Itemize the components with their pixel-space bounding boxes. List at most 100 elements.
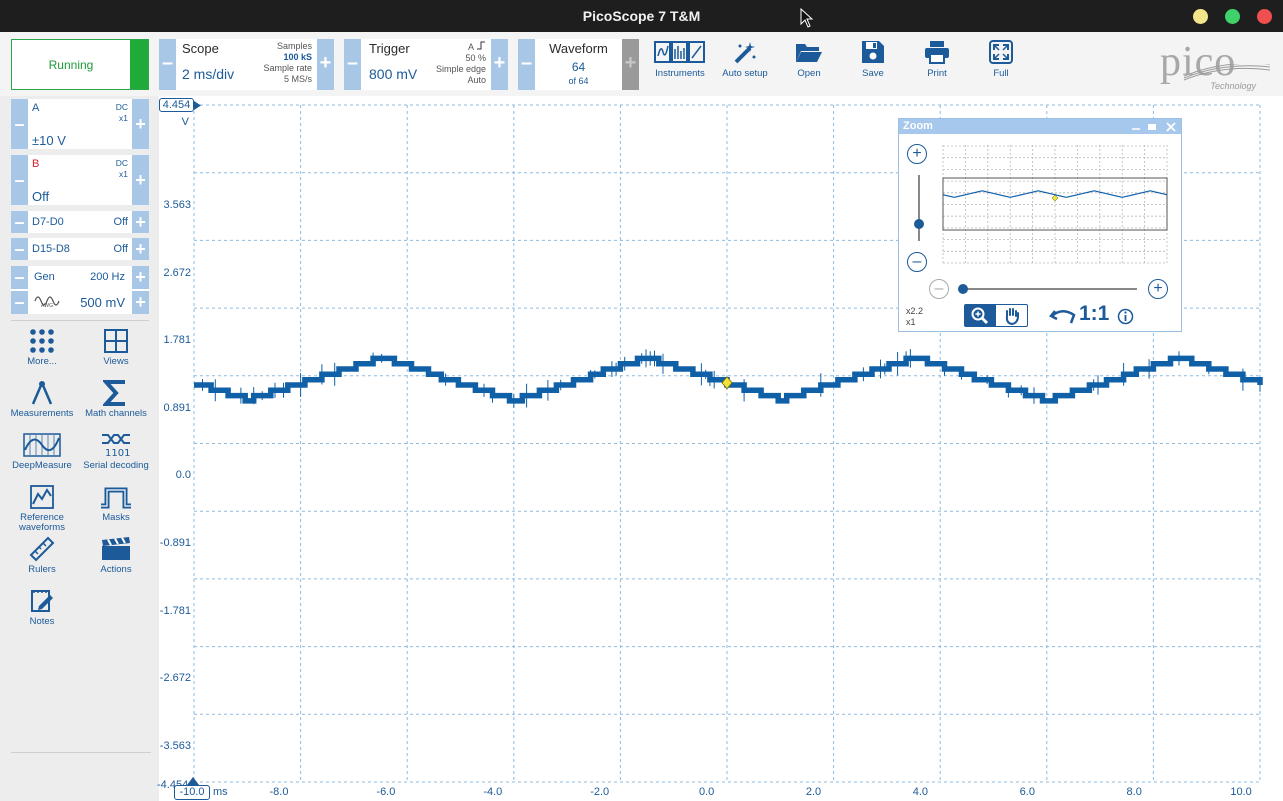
channel-b-range[interactable]: Off [32, 189, 50, 204]
pico-logo: pico Technology [1154, 38, 1272, 94]
zoom-vertical-in-button[interactable]: + [907, 144, 927, 164]
math-channels-label: Math channels [85, 408, 147, 419]
pan-tool-button[interactable] [997, 305, 1027, 326]
zoom-overview-window[interactable]: Zoom + – – + x2.2 x1 [898, 118, 1182, 332]
serial-decoding-button[interactable]: 1101 Serial decoding [79, 432, 153, 471]
notes-button[interactable]: Notes [5, 588, 79, 627]
notes-label: Notes [29, 616, 55, 627]
auto-setup-icon [734, 42, 756, 64]
channel-a-coupling: DC [115, 102, 128, 112]
save-label: Save [862, 68, 884, 79]
zoom-horizontal-slider[interactable] [961, 288, 1137, 290]
x-axis-tick-label: -2.0 [590, 786, 610, 798]
trigger-position: 50 % [465, 53, 486, 63]
measurements-button[interactable]: Measurements [5, 380, 79, 419]
open-button[interactable]: Open [777, 38, 841, 92]
zoom-restore-icon[interactable] [1147, 122, 1157, 132]
save-icon [862, 41, 884, 63]
d7-d0-state: Off [113, 216, 128, 228]
svg-text:AWG: AWG [41, 303, 53, 309]
logo-swoosh-icon [1184, 64, 1270, 81]
gen-amplitude-increase-button[interactable]: + [132, 291, 149, 314]
zoom-region-box[interactable] [942, 177, 1168, 231]
auto-setup-button[interactable]: Auto setup [713, 38, 777, 92]
zoom-close-icon[interactable] [1165, 121, 1177, 133]
d7-d0-increase-button[interactable]: + [132, 211, 149, 233]
masks-button[interactable]: Masks [79, 484, 153, 523]
waveform-current[interactable]: 64 [571, 60, 586, 74]
signal-generator-panel[interactable]: – – Gen 200 Hz AWG 500 mV + + [11, 266, 149, 314]
zoom-vertical-slider-handle[interactable] [914, 219, 924, 229]
channel-b-increase-button[interactable]: + [132, 155, 149, 205]
more-button[interactable]: More... [5, 328, 79, 367]
trigger-level-value[interactable]: 800 mV [369, 66, 418, 82]
zoom-vertical-slider[interactable] [918, 175, 920, 241]
instruments-button[interactable]: Instruments [648, 38, 712, 92]
measurements-icon [31, 381, 53, 405]
waveform-previous-button[interactable]: – [518, 39, 535, 90]
x-axis-start-marker[interactable]: -10.0 [174, 785, 210, 800]
run-stop-button[interactable]: Running [11, 39, 149, 90]
minimize-button[interactable] [1193, 9, 1208, 24]
actions-button[interactable]: Actions [79, 536, 153, 575]
y-axis-tick-label: -3.563 [159, 739, 191, 752]
timebase-increase-button[interactable]: + [317, 39, 334, 90]
y-axis-tick-label: -2.672 [159, 672, 191, 685]
d15-d8-decrease-button[interactable]: – [11, 238, 28, 260]
deepmeasure-button[interactable]: DeepMeasure [5, 432, 79, 471]
maximize-button[interactable] [1225, 9, 1240, 24]
zoom-title-bar[interactable]: Zoom [899, 119, 1181, 134]
zoom-horizontal-in-button[interactable]: + [1148, 279, 1168, 299]
zoom-tool-button[interactable] [965, 305, 996, 326]
math-channels-button[interactable]: Math channels [79, 380, 153, 419]
close-button[interactable] [1257, 9, 1272, 24]
gen-frequency[interactable]: 200 Hz [90, 271, 125, 283]
zoom-horizontal-out-button[interactable]: – [929, 279, 949, 299]
trigger-marker-icon[interactable] [721, 376, 733, 390]
x-start-arrow-icon [187, 777, 199, 785]
views-button[interactable]: Views [79, 328, 153, 367]
views-icon [104, 329, 128, 353]
channel-a-panel[interactable]: – A DC x1 ±10 V + [11, 99, 149, 149]
trigger-increase-button[interactable]: + [491, 39, 508, 90]
y-axis-tick-label: -0.891 [159, 537, 191, 549]
zoom-minimize-icon[interactable] [1131, 122, 1141, 132]
print-button[interactable]: Print [905, 38, 969, 92]
title-bar: PicoScope 7 T&M [0, 0, 1283, 32]
channel-a-increase-button[interactable]: + [132, 99, 149, 149]
trigger-decrease-button[interactable]: – [344, 39, 361, 90]
digital-d15-d8-panel[interactable]: – D15-D8 Off + [11, 238, 149, 260]
x-axis-tick-label: -6.0 [376, 786, 396, 798]
zoom-vertical-out-button[interactable]: – [907, 252, 927, 272]
info-icon[interactable] [1117, 308, 1134, 325]
channel-a-decrease-button[interactable]: – [11, 99, 28, 149]
d7-d0-decrease-button[interactable]: – [11, 211, 28, 233]
gen-frequency-decrease-button[interactable]: – [11, 266, 28, 289]
y-axis-top-marker[interactable]: 4.454 [159, 98, 194, 112]
channel-b-decrease-button[interactable]: – [11, 155, 28, 205]
zoom-reset-button[interactable]: 1:1 [1079, 302, 1110, 325]
waveform-next-button[interactable]: + [622, 39, 639, 90]
actions-label: Actions [100, 564, 132, 575]
reference-waveforms-label: Reference waveforms [19, 512, 65, 533]
reference-waveforms-button[interactable]: Reference waveforms [5, 484, 79, 533]
rulers-button[interactable]: Rulers [5, 536, 79, 575]
zoom-horizontal-slider-handle[interactable] [958, 284, 968, 294]
save-button[interactable]: Save [841, 38, 905, 92]
logo-subtitle: Technology [1210, 81, 1256, 91]
gen-frequency-increase-button[interactable]: + [132, 266, 149, 289]
undo-zoom-icon[interactable] [1049, 305, 1077, 327]
gen-amplitude-decrease-button[interactable]: – [11, 291, 28, 314]
timebase-value[interactable]: 2 ms/div [182, 66, 235, 82]
d15-d8-increase-button[interactable]: + [132, 238, 149, 260]
timebase-decrease-button[interactable]: – [159, 39, 176, 90]
samples-value[interactable]: 100 kS [283, 52, 312, 62]
gen-amplitude[interactable]: 500 mV [80, 295, 125, 310]
channel-a-range[interactable]: ±10 V [32, 133, 66, 148]
full-screen-button[interactable]: Full [969, 38, 1033, 92]
zoom-overview-graph[interactable] [941, 145, 1169, 269]
trigger-channel: A [467, 42, 474, 52]
rulers-label: Rulers [28, 564, 56, 575]
digital-d7-d0-panel[interactable]: – D7-D0 Off + [11, 211, 149, 233]
channel-b-panel[interactable]: – B DC x1 Off + [11, 155, 149, 205]
